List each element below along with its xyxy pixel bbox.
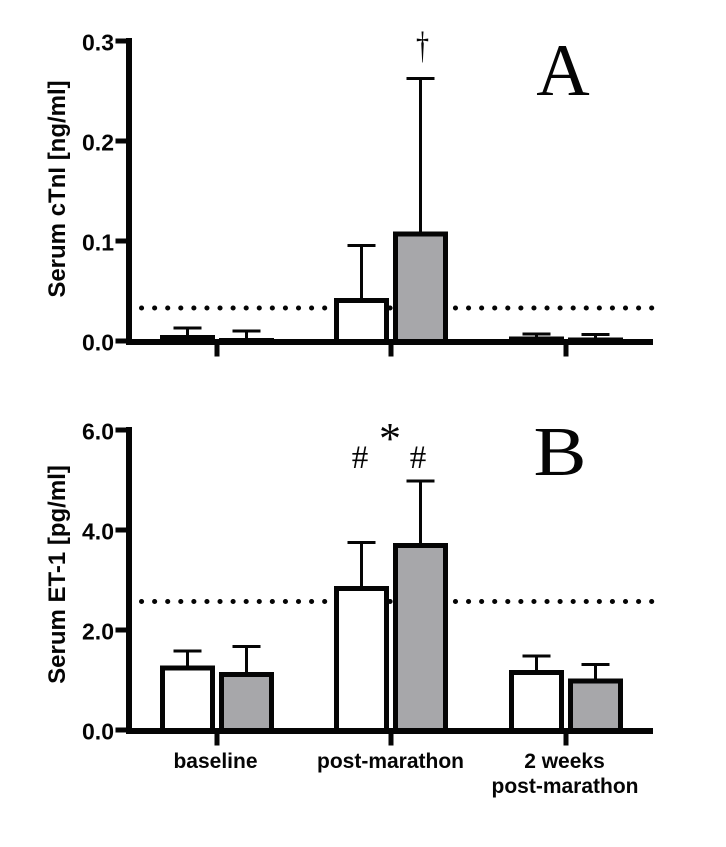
svg-text:4.0: 4.0 [82,519,114,545]
svg-text:Serum cTnI [ng/ml]: Serum cTnI [ng/ml] [44,80,71,297]
svg-text:*: * [379,414,401,463]
svg-text:0.0: 0.0 [82,330,114,356]
svg-text:0.0: 0.0 [82,719,114,745]
svg-text:post-marathon: post-marathon [492,775,639,798]
svg-text:0.1: 0.1 [82,230,114,256]
svg-text:2 weeks: 2 weeks [524,750,605,773]
svg-text:2.0: 2.0 [82,619,114,645]
svg-text:#: # [410,440,427,476]
svg-text:post-marathon: post-marathon [317,750,464,773]
svg-text:A: A [536,30,589,112]
svg-text:0.2: 0.2 [82,130,114,156]
svg-text:Serum ET-1 [pg/ml]: Serum ET-1 [pg/ml] [44,465,71,684]
svg-text:B: B [534,414,587,491]
svg-text:†: † [416,25,429,67]
svg-text:baseline: baseline [173,750,257,773]
svg-text:#: # [352,440,369,476]
svg-text:0.3: 0.3 [82,30,114,56]
svg-text:6.0: 6.0 [82,419,114,445]
